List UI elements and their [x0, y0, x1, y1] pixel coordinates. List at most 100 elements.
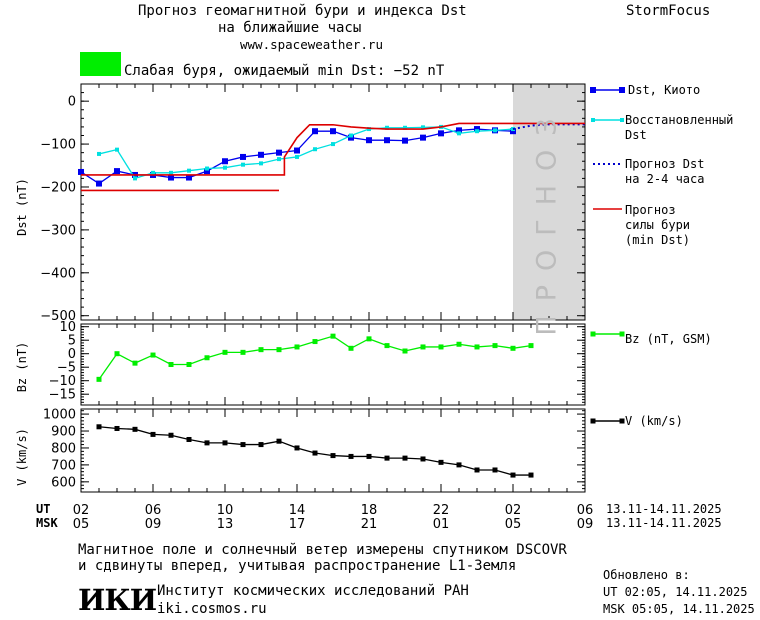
- msk-tick-label: 09: [145, 517, 162, 532]
- ut-label: UT: [36, 502, 51, 516]
- data-point: [186, 362, 192, 367]
- data-point: [96, 376, 102, 382]
- data-point: [474, 467, 480, 473]
- data-point: [187, 168, 191, 173]
- legend-bz-symbol-marker: [590, 331, 596, 337]
- footer-line-1: Магнитное поле и солнечный ветер измерен…: [78, 542, 567, 558]
- legend-v: V (km/s): [625, 414, 683, 428]
- site-url[interactable]: www.spaceweather.ru: [240, 37, 383, 52]
- legend-pred-1: Прогноз Dst: [625, 157, 705, 171]
- data-point: [420, 344, 426, 350]
- data-point: [348, 453, 354, 459]
- data-point: [384, 455, 390, 461]
- y-tick-label: −100: [40, 138, 76, 153]
- data-point: [420, 456, 426, 462]
- data-point: [312, 450, 318, 456]
- data-point: [312, 339, 318, 345]
- y-tick-label: 0: [68, 95, 76, 110]
- data-point: [438, 344, 444, 350]
- title-line-2: на ближайшие часы: [218, 20, 362, 36]
- data-point: [223, 165, 227, 170]
- dst-panel: 0 −100 −200 −300 −400 −500: [40, 83, 586, 324]
- y-tick-label: 1000: [43, 408, 76, 423]
- dst-ylabel: Dst (nT): [15, 178, 29, 236]
- y-tick-label: 600: [51, 475, 76, 490]
- brand-name: StormFocus: [626, 3, 711, 19]
- storm-status-indicator: [80, 52, 121, 76]
- legend-dst-kyoto-symbol-marker: [619, 87, 625, 93]
- data-point: [492, 343, 498, 349]
- data-point: [169, 170, 173, 175]
- data-point: [168, 174, 174, 181]
- data-point: [96, 424, 102, 430]
- data-point: [204, 355, 210, 361]
- bz-ylabel: Bz (nT): [15, 341, 29, 393]
- data-point: [474, 344, 480, 350]
- ut-tick-label: 02: [505, 503, 522, 518]
- data-point: [510, 128, 516, 135]
- data-point: [186, 174, 192, 181]
- y-tick-label: −15: [49, 388, 76, 403]
- legend-restored-2: Dst: [625, 128, 647, 142]
- storm-status-text: Слабая буря, ожидаемый min Dst: −52 nT: [124, 63, 445, 79]
- storm-forecast-line: [81, 122, 585, 176]
- data-point: [222, 158, 228, 165]
- msk-tick-label: 13: [217, 517, 234, 532]
- data-point: [240, 442, 246, 448]
- msk-tick-label: 01: [433, 517, 450, 532]
- data-point: [420, 134, 426, 141]
- data-point: [456, 127, 462, 134]
- data-point: [276, 438, 282, 444]
- y-tick-label: 800: [51, 441, 76, 456]
- data-point: [133, 176, 137, 181]
- data-point: [475, 129, 479, 134]
- msk-tick-label: 05: [73, 517, 90, 532]
- footer-line-2: и сдвинуты вперед, учитывая распростране…: [78, 558, 517, 574]
- msk-tick-label: 09: [577, 517, 594, 532]
- msk-tick-label: 05: [505, 517, 522, 532]
- updated-ut: UT 02:05, 14.11.2025: [603, 585, 748, 599]
- data-point: [258, 151, 264, 158]
- data-point: [204, 440, 210, 446]
- msk-label: MSK: [36, 516, 58, 530]
- data-point: [168, 432, 174, 438]
- data-point: [330, 333, 336, 339]
- legend-storm-3: (min Dst): [625, 233, 691, 247]
- data-point: [294, 344, 300, 350]
- data-point: [150, 352, 156, 358]
- data-point: [366, 336, 372, 342]
- data-point: [277, 157, 281, 162]
- data-point: [493, 128, 497, 133]
- data-point: [205, 166, 209, 171]
- data-point: [132, 426, 138, 432]
- data-point: [258, 442, 264, 448]
- y-tick-label: −200: [40, 180, 76, 195]
- iki-logo: ИКИ: [78, 583, 157, 617]
- data-point: [402, 348, 408, 354]
- data-point: [294, 445, 300, 451]
- dst-forecast-line: [512, 123, 585, 131]
- data-point: [295, 154, 299, 159]
- v-ylabel: V (km/s): [15, 428, 29, 486]
- date-range-msk: 13.11-14.11.2025: [606, 516, 722, 530]
- legend-dst-kyoto: Dst, Киото: [628, 83, 701, 97]
- data-point: [240, 349, 246, 355]
- data-point: [168, 362, 174, 367]
- data-point: [402, 455, 408, 461]
- data-point: [330, 128, 336, 135]
- legend-v-symbol-marker: [590, 418, 596, 424]
- data-point: [330, 453, 336, 459]
- data-point: [510, 345, 516, 351]
- data-point: [78, 168, 84, 175]
- data-point: [366, 453, 372, 459]
- data-point: [384, 343, 390, 349]
- updated-msk: MSK 05:05, 14.11.2025: [603, 602, 755, 616]
- data-point: [294, 147, 300, 154]
- y-tick-label: 0: [68, 347, 76, 362]
- chart-legend: [590, 87, 625, 424]
- data-point: [204, 168, 210, 175]
- institute-site[interactable]: iki.cosmos.ru: [157, 601, 267, 617]
- data-point: [438, 130, 444, 137]
- data-point: [114, 168, 120, 175]
